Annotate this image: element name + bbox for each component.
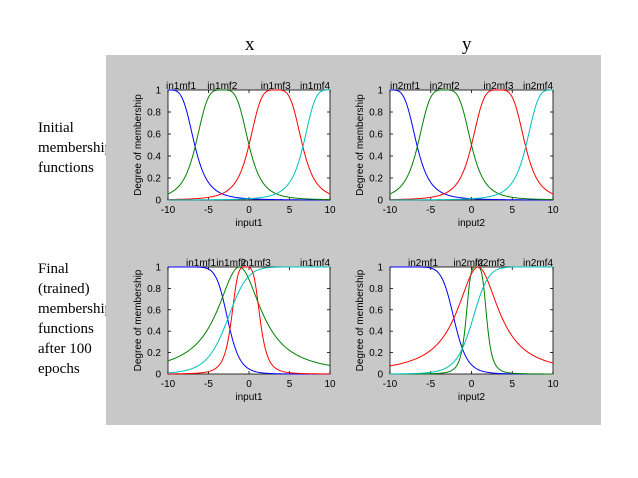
y-tick-label: 0.4	[147, 327, 161, 338]
y-tick-label: 0	[377, 196, 383, 207]
x-tick-label: 5	[287, 205, 293, 216]
y-tick-label: 0.4	[147, 152, 161, 163]
series-label-in2mf1: in2mf1	[408, 258, 438, 269]
x-tick-label: 10	[324, 205, 336, 216]
x-tick-label: 0	[246, 379, 252, 390]
y-tick-label: 1	[155, 86, 161, 97]
y-tick-label: 0.2	[369, 174, 383, 185]
x-tick-label: -10	[383, 205, 398, 216]
column-header-x: x	[245, 34, 255, 55]
y-tick-label: 0.2	[147, 174, 161, 185]
y-tick-label: 0.4	[369, 152, 383, 163]
series-line-in1mf3	[167, 266, 330, 375]
series-line-in2mf3	[389, 266, 554, 367]
x-tick-label: -5	[204, 379, 213, 390]
y-tick-label: 1	[377, 263, 383, 274]
x-tick-label: -5	[426, 205, 435, 216]
x-tick-label: 5	[287, 379, 293, 390]
x-axis-label: input1	[235, 218, 263, 229]
series-label-in1mf4: in1mf4	[300, 81, 330, 92]
row-label-line: epochs	[38, 361, 80, 377]
y-tick-label: 0.6	[147, 305, 161, 316]
x-axis-label: input2	[458, 218, 486, 229]
x-tick-label: 5	[509, 205, 515, 216]
row-label-line: membership	[38, 301, 113, 317]
series-label-in2mf4: in2mf4	[523, 258, 553, 269]
y-tick-label: 0	[377, 370, 383, 381]
series-label-in2mf3: in2mf3	[483, 81, 513, 92]
y-tick-label: 0.2	[369, 348, 383, 359]
x-tick-label: -5	[204, 205, 213, 216]
series-line-in2mf4	[390, 89, 553, 201]
y-axis-label: Degree of membership	[355, 94, 366, 196]
series-line-in1mf4	[168, 89, 330, 201]
x-tick-label: 10	[547, 379, 559, 390]
series-label-in1mf2: in1mf2	[216, 258, 246, 269]
x-tick-label: 0	[469, 379, 475, 390]
row-label-line: functions	[38, 160, 94, 176]
row-label-line: (trained)	[38, 281, 90, 297]
plot-area	[389, 266, 554, 375]
y-axis-label: Degree of membership	[133, 94, 144, 196]
y-tick-label: 0.8	[369, 284, 383, 295]
series-label-in2mf1: in2mf1	[390, 81, 420, 92]
y-tick-label: 0.6	[369, 305, 383, 316]
y-tick-label: 0.8	[147, 108, 161, 119]
x-tick-label: -10	[161, 379, 176, 390]
column-header-y: y	[462, 34, 472, 55]
row-label-line: functions	[38, 321, 94, 337]
x-axis-label: input1	[235, 392, 263, 403]
row-label-line: after 100	[38, 341, 92, 357]
row-label-line: membership	[38, 140, 113, 156]
x-tick-label: 10	[324, 379, 336, 390]
y-tick-label: 0.2	[147, 348, 161, 359]
x-tick-label: 0	[246, 205, 252, 216]
series-label-in1mf2: in1mf2	[207, 81, 237, 92]
y-tick-label: 1	[155, 263, 161, 274]
row-label-initial: Initial membership functions	[38, 118, 112, 178]
x-tick-label: -5	[426, 379, 435, 390]
y-axis-label: Degree of membership	[133, 269, 144, 371]
series-line-in1mf4	[167, 266, 330, 374]
series-label-in2mf2: in2mf2	[453, 258, 483, 269]
x-tick-label: 5	[509, 379, 515, 390]
y-tick-label: 0	[155, 196, 161, 207]
y-tick-label: 0.6	[147, 130, 161, 141]
x-axis-label: input2	[458, 392, 486, 403]
y-tick-label: 1	[377, 86, 383, 97]
x-tick-label: 10	[547, 205, 559, 216]
y-tick-label: 0.6	[369, 130, 383, 141]
y-tick-label: 0.4	[369, 327, 383, 338]
y-axis-label: Degree of membership	[355, 269, 366, 371]
series-line-in1mf2	[167, 266, 331, 366]
row-label-line: Final	[38, 261, 69, 277]
series-label-in1mf1: in1mf1	[166, 81, 196, 92]
series-label-in2mf2: in2mf2	[430, 81, 460, 92]
x-tick-label: -10	[383, 379, 398, 390]
series-label-in2mf3: in2mf3	[475, 258, 505, 269]
series-label-in1mf3: in1mf3	[241, 258, 271, 269]
row-label-final: Final (trained) membership functions aft…	[38, 259, 112, 379]
row-label-line: Initial	[38, 120, 74, 136]
x-tick-label: -10	[161, 205, 176, 216]
y-tick-label: 0.8	[369, 108, 383, 119]
y-tick-label: 0.8	[147, 284, 161, 295]
series-line-in2mf4	[389, 266, 553, 375]
x-tick-label: 0	[469, 205, 475, 216]
y-tick-label: 0	[155, 370, 161, 381]
series-label-in1mf4: in1mf4	[300, 258, 330, 269]
series-label-in1mf1: in1mf1	[186, 258, 216, 269]
series-label-in2mf4: in2mf4	[523, 81, 553, 92]
series-label-in1mf3: in1mf3	[261, 81, 291, 92]
